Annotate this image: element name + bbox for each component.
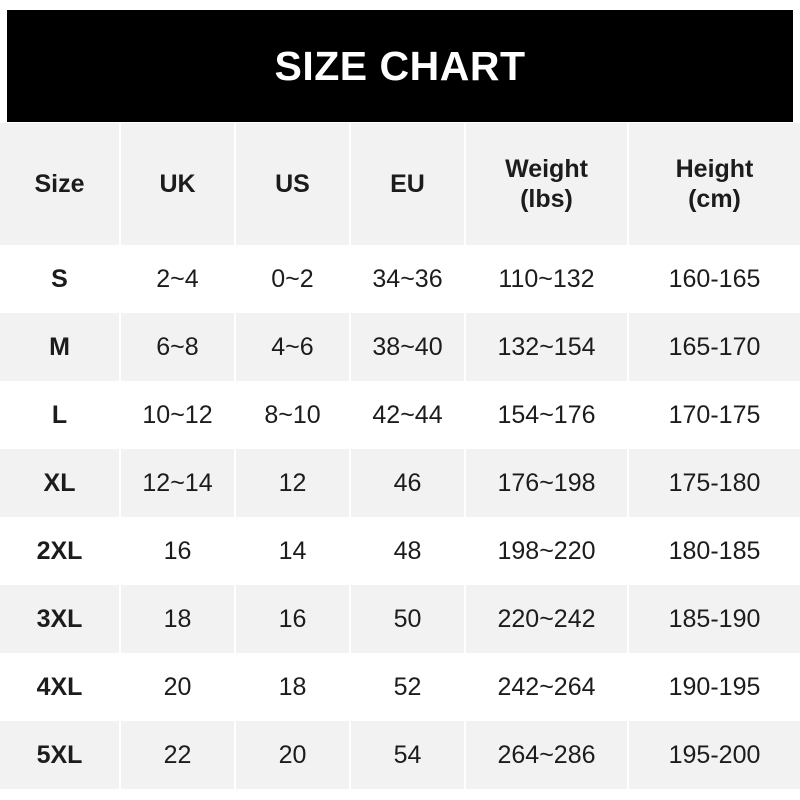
table-body: S 2~4 0~2 34~36 110~132 160-165 M 6~8 4~… <box>0 245 800 789</box>
cell-size: 4XL <box>0 653 121 721</box>
table-row: L 10~12 8~10 42~44 154~176 170-175 <box>0 381 800 449</box>
cell-us: 14 <box>235 517 351 585</box>
cell-eu: 52 <box>350 653 466 721</box>
table-row: XL 12~14 12 46 176~198 175-180 <box>0 449 800 517</box>
cell-eu: 34~36 <box>350 245 466 313</box>
cell-weight: 132~154 <box>465 313 629 381</box>
page-title: SIZE CHART <box>274 42 526 89</box>
column-header-us: US <box>235 123 351 245</box>
cell-us: 8~10 <box>235 381 351 449</box>
cell-size: 5XL <box>0 721 121 789</box>
cell-height: 160-165 <box>668 264 761 293</box>
cell-uk: 12~14 <box>120 449 236 517</box>
cell-uk: 10~12 <box>120 381 236 449</box>
cell-height: 195-200 <box>668 740 761 769</box>
cell-size: M <box>0 313 121 381</box>
cell-eu: 48 <box>350 517 466 585</box>
cell-height: 175-180 <box>668 468 761 497</box>
cell-us: 12 <box>235 449 351 517</box>
cell-eu: 42~44 <box>350 381 466 449</box>
cell-weight: 154~176 <box>465 381 629 449</box>
cell-eu: 38~40 <box>350 313 466 381</box>
table-row: 4XL 20 18 52 242~264 190-195 <box>0 653 800 721</box>
cell-uk: 6~8 <box>120 313 236 381</box>
cell-weight: 198~220 <box>465 517 629 585</box>
column-header-us-label: US <box>275 169 310 198</box>
cell-height: 185-190 <box>668 604 761 633</box>
table-row: M 6~8 4~6 38~40 132~154 165-170 <box>0 313 800 381</box>
cell-us: 20 <box>235 721 351 789</box>
cell-weight: 220~242 <box>465 585 629 653</box>
cell-height: 190-195 <box>668 672 761 701</box>
cell-us: 18 <box>235 653 351 721</box>
cell-us: 16 <box>235 585 351 653</box>
cell-height: 180-185 <box>668 536 761 565</box>
cell-height: 165-170 <box>668 332 761 361</box>
cell-size: 3XL <box>0 585 121 653</box>
table-row: 5XL 22 20 54 264~286 195-200 <box>0 721 800 789</box>
column-header-height-unit: (cm) <box>688 185 741 213</box>
cell-uk: 20 <box>120 653 236 721</box>
column-header-uk-label: UK <box>159 169 196 198</box>
column-header-eu: EU <box>350 123 466 245</box>
table-header-row: Size UK US EU Weight (lbs) Height (cm) <box>0 123 800 245</box>
cell-weight: 110~132 <box>465 245 629 313</box>
column-header-weight: Weight (lbs) <box>465 123 629 245</box>
cell-uk: 22 <box>120 721 236 789</box>
table-header: Size UK US EU Weight (lbs) Height (cm) <box>0 123 800 245</box>
table-row: S 2~4 0~2 34~36 110~132 160-165 <box>0 245 800 313</box>
cell-size: L <box>0 381 121 449</box>
column-header-size: Size <box>0 123 121 245</box>
cell-uk: 18 <box>120 585 236 653</box>
cell-uk: 2~4 <box>120 245 236 313</box>
title-banner: SIZE CHART <box>7 10 793 122</box>
column-header-weight-unit: (lbs) <box>520 185 573 213</box>
cell-eu: 54 <box>350 721 466 789</box>
table-row: 2XL 16 14 48 198~220 180-185 <box>0 517 800 585</box>
cell-us: 0~2 <box>235 245 351 313</box>
column-header-size-label: Size <box>34 169 85 198</box>
size-chart-table: Size UK US EU Weight (lbs) Height (cm) <box>0 123 800 789</box>
column-header-weight-label: Weight <box>505 154 588 183</box>
cell-us: 4~6 <box>235 313 351 381</box>
column-header-eu-label: EU <box>390 169 425 198</box>
cell-eu: 46 <box>350 449 466 517</box>
cell-uk: 16 <box>120 517 236 585</box>
column-header-height-label: Height <box>675 154 754 183</box>
cell-size: 2XL <box>0 517 121 585</box>
cell-height: 170-175 <box>668 400 761 429</box>
table-row: 3XL 18 16 50 220~242 185-190 <box>0 585 800 653</box>
cell-weight: 242~264 <box>465 653 629 721</box>
column-header-uk: UK <box>120 123 236 245</box>
column-header-height: Height (cm) <box>628 123 800 245</box>
cell-weight: 264~286 <box>465 721 629 789</box>
cell-eu: 50 <box>350 585 466 653</box>
cell-size: S <box>0 245 121 313</box>
cell-size: XL <box>0 449 121 517</box>
cell-weight: 176~198 <box>465 449 629 517</box>
